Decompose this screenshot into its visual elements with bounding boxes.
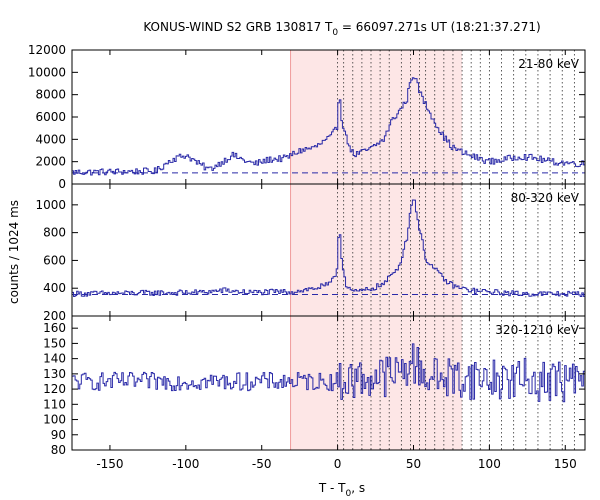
y-tick-label: 90	[51, 428, 66, 442]
y-tick-label: 120	[43, 382, 66, 396]
panel-energy-label: 21-80 keV	[518, 57, 580, 71]
y-tick-label: 1000	[35, 198, 66, 212]
y-tick-label: 160	[43, 321, 66, 335]
x-axis-label-subscript: 0	[346, 489, 352, 499]
x-axis-label: T - T0, s	[318, 481, 365, 499]
chart-title-subscript: 0	[332, 28, 338, 38]
y-tick-label: 200	[43, 309, 66, 323]
shaded-interval	[290, 50, 463, 184]
y-tick-label: 130	[43, 367, 66, 381]
y-tick-label: 6000	[35, 110, 66, 124]
y-tick-label: 150	[43, 336, 66, 350]
panel-energy-label: 80-320 keV	[511, 191, 580, 205]
x-tick-label: 150	[554, 457, 577, 471]
x-axis-label-rest: , s	[351, 481, 365, 495]
y-tick-label: 12000	[28, 43, 66, 57]
y-tick-label: 8000	[35, 88, 66, 102]
x-tick-label: -100	[172, 457, 199, 471]
x-tick-label: 0	[334, 457, 342, 471]
y-tick-label: 800	[43, 226, 66, 240]
y-tick-label: 80	[51, 443, 66, 457]
y-tick-label: 0	[58, 177, 66, 191]
x-tick-label: -150	[96, 457, 123, 471]
y-tick-label: 4000	[35, 132, 66, 146]
y-tick-label: 400	[43, 281, 66, 295]
chart-title-rest: = 66097.271s UT (18:21:37.271)	[338, 20, 541, 34]
y-tick-label: 110	[43, 397, 66, 411]
panel-1: 0 2000 4000 6000 8000 10000 12000 21-80 keV	[28, 43, 586, 191]
x-tick-label: -50	[252, 457, 272, 471]
chart-title-main: KONUS-WIND S2 GRB 130817 T	[143, 20, 333, 34]
y-tick-label: 10000	[28, 65, 66, 79]
chart-title: KONUS-WIND S2 GRB 130817 T0 = 66097.271s…	[143, 20, 540, 38]
y-tick-label: 140	[43, 352, 66, 366]
shaded-interval	[290, 184, 463, 316]
light-curve	[72, 343, 586, 403]
light-curve	[72, 199, 586, 298]
y-tick-label: 600	[43, 253, 66, 267]
y-tick-label: 2000	[35, 155, 66, 169]
x-tick-label: 100	[478, 457, 501, 471]
x-tick-label: 50	[406, 457, 421, 471]
y-tick-label: 100	[43, 413, 66, 427]
y-axis-label: counts / 1024 ms	[7, 200, 21, 304]
panel-energy-label: 320-1210 keV	[495, 323, 579, 337]
panel-frame	[71, 315, 586, 451]
x-axis-label-main: T - T	[318, 481, 346, 495]
light-curve	[72, 77, 586, 176]
panel-2: 200 400 600 800 1000 80-320 keV	[35, 183, 586, 323]
